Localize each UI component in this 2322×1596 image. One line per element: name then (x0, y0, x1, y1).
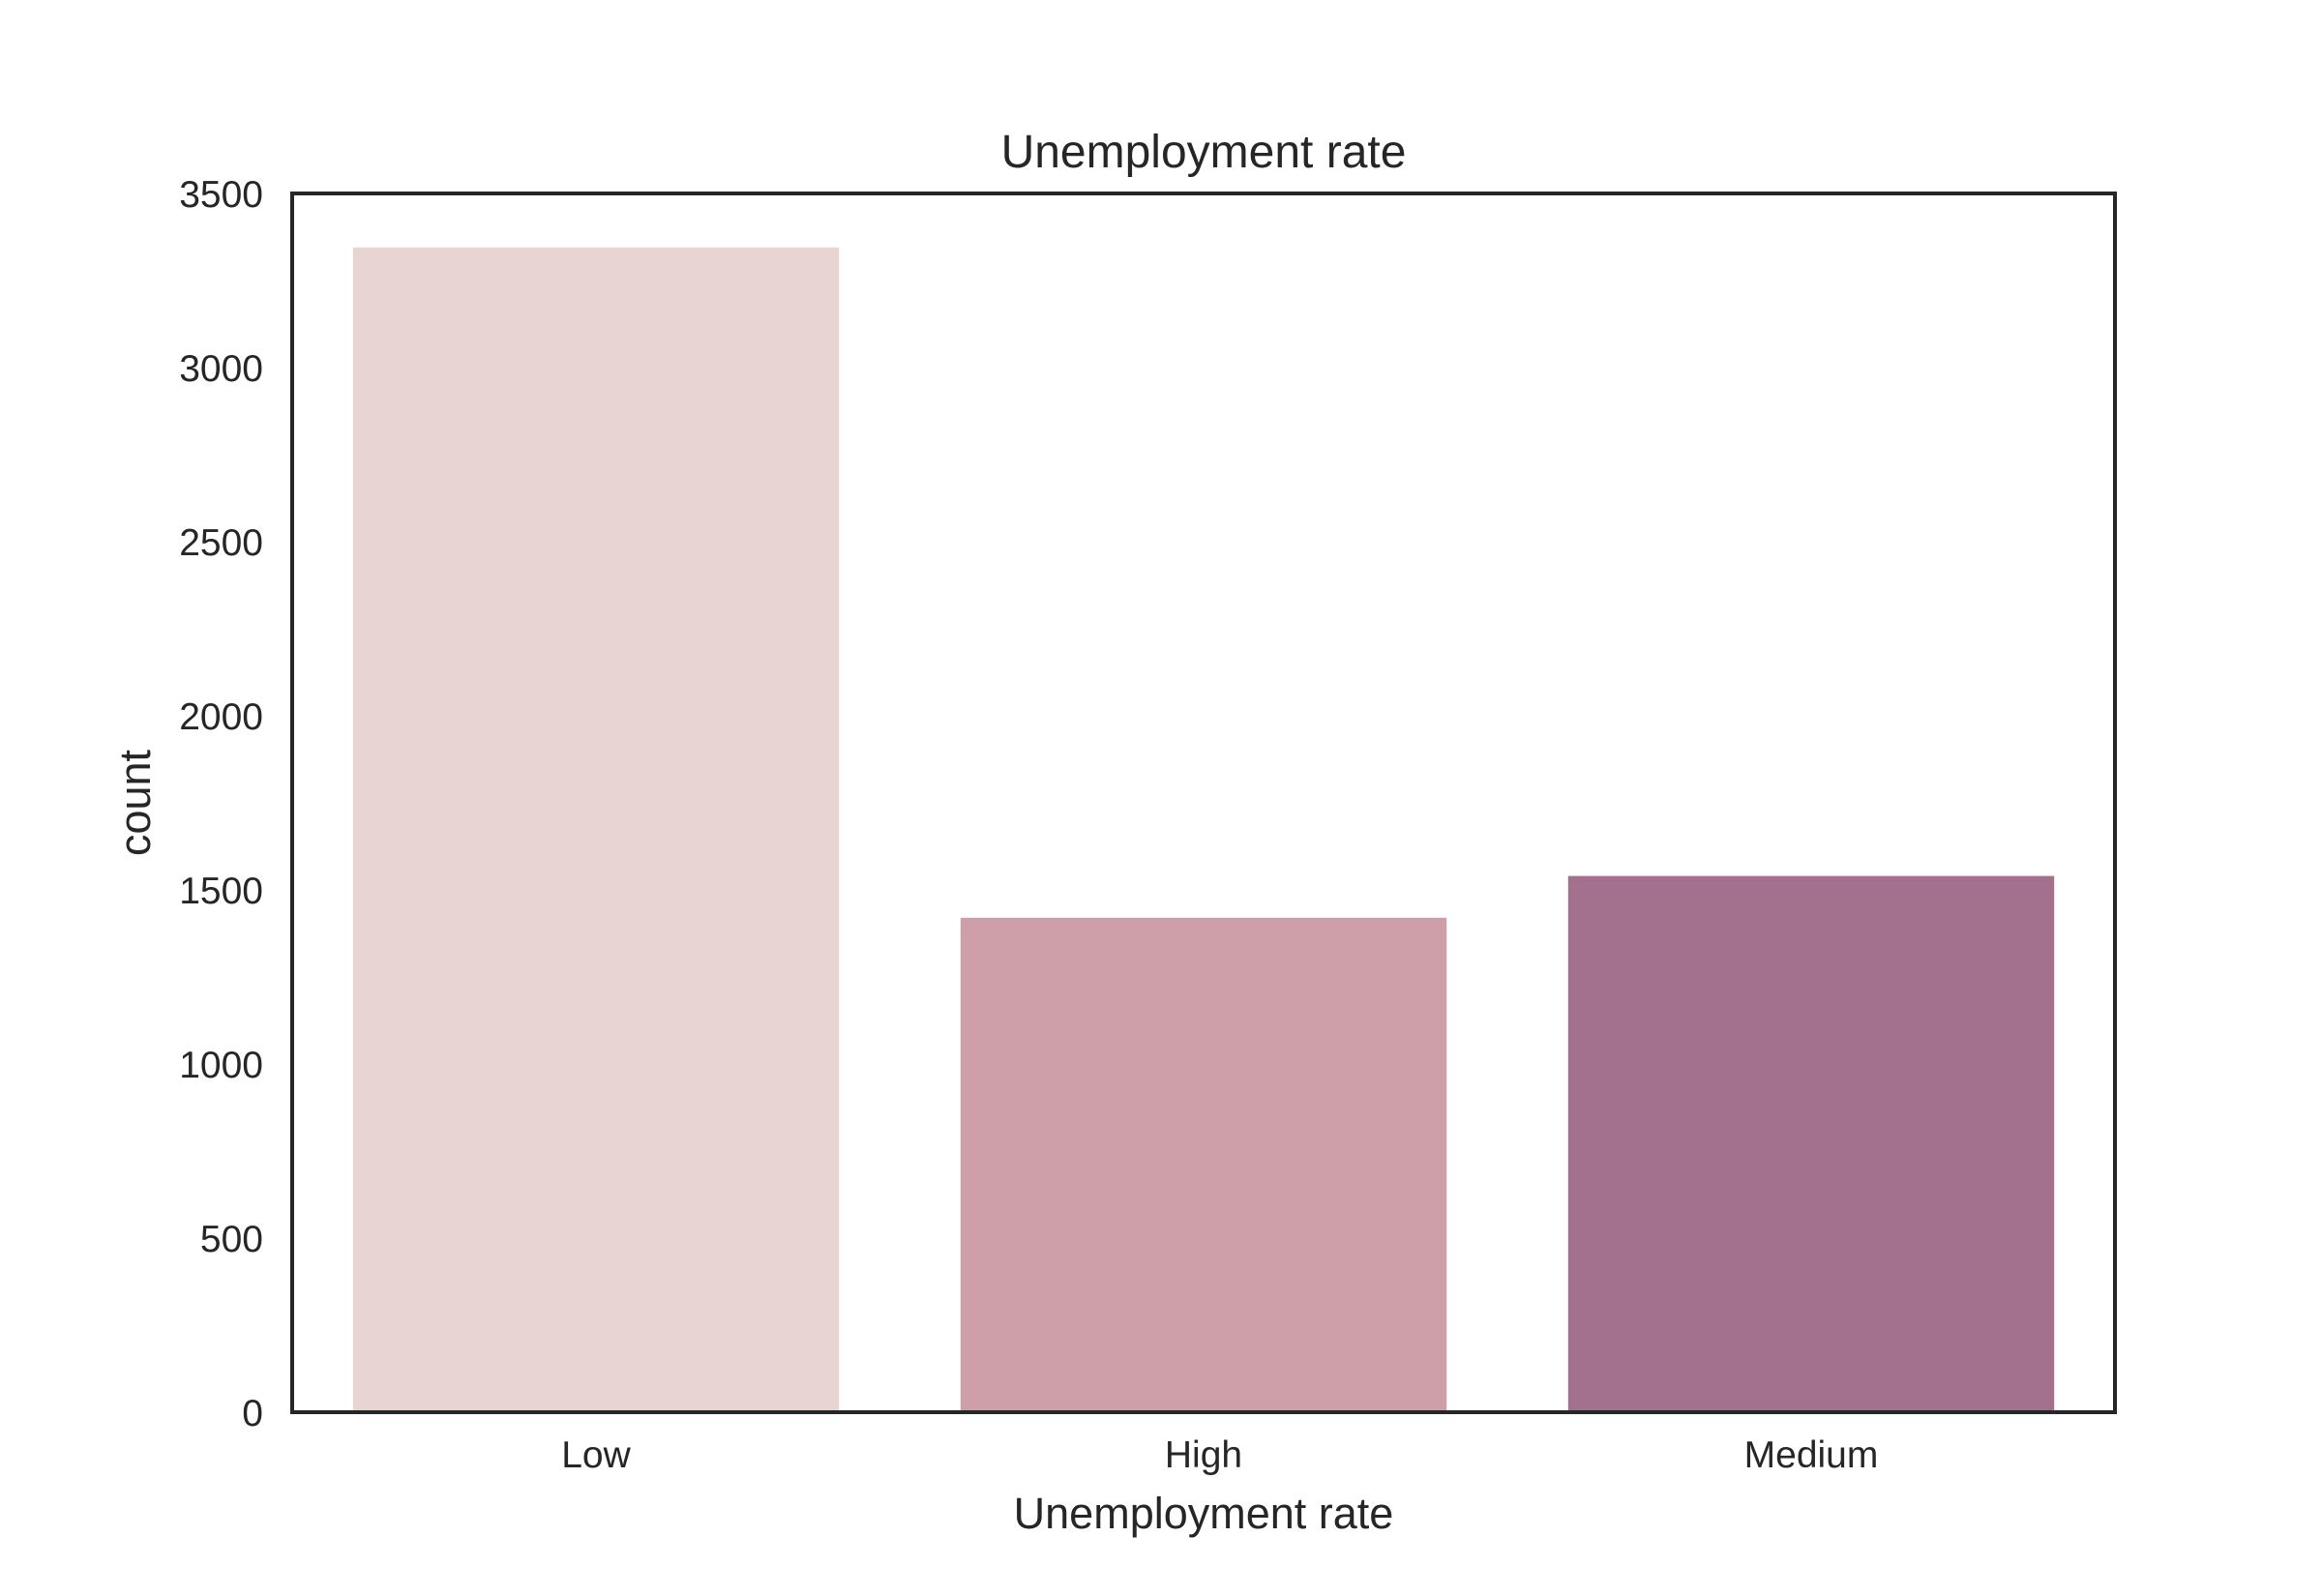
chart-title: Unemployment rate (1001, 127, 1407, 178)
y-tick-labels: 0 500 1000 1500 2000 2500 3000 3500 (179, 174, 263, 1434)
y-axis-label: count (110, 749, 160, 856)
bar-medium (1567, 875, 2055, 1412)
plot-frame (290, 192, 2117, 1414)
y-tick-label-3500: 3500 (179, 174, 263, 216)
x-tick-label-medium: Medium (1744, 1434, 1879, 1476)
y-tick-label-500: 500 (200, 1219, 263, 1260)
x-tick-labels: Low High Medium (561, 1434, 1878, 1476)
y-tick-label-2500: 2500 (179, 522, 263, 564)
x-tick-label-low: Low (561, 1434, 631, 1476)
bar-low (352, 247, 840, 1412)
y-tick-label-1500: 1500 (179, 871, 263, 912)
y-tick-label-0: 0 (242, 1393, 263, 1434)
y-tick-label-1000: 1000 (179, 1045, 263, 1086)
x-axis-label: Unemployment rate (1014, 1489, 1394, 1538)
bars-layer (352, 247, 2055, 1412)
y-tick-label-2000: 2000 (179, 696, 263, 738)
y-tick-label-3000: 3000 (179, 348, 263, 390)
bar-high (960, 917, 1447, 1412)
x-tick-label-high: High (1165, 1434, 1242, 1476)
